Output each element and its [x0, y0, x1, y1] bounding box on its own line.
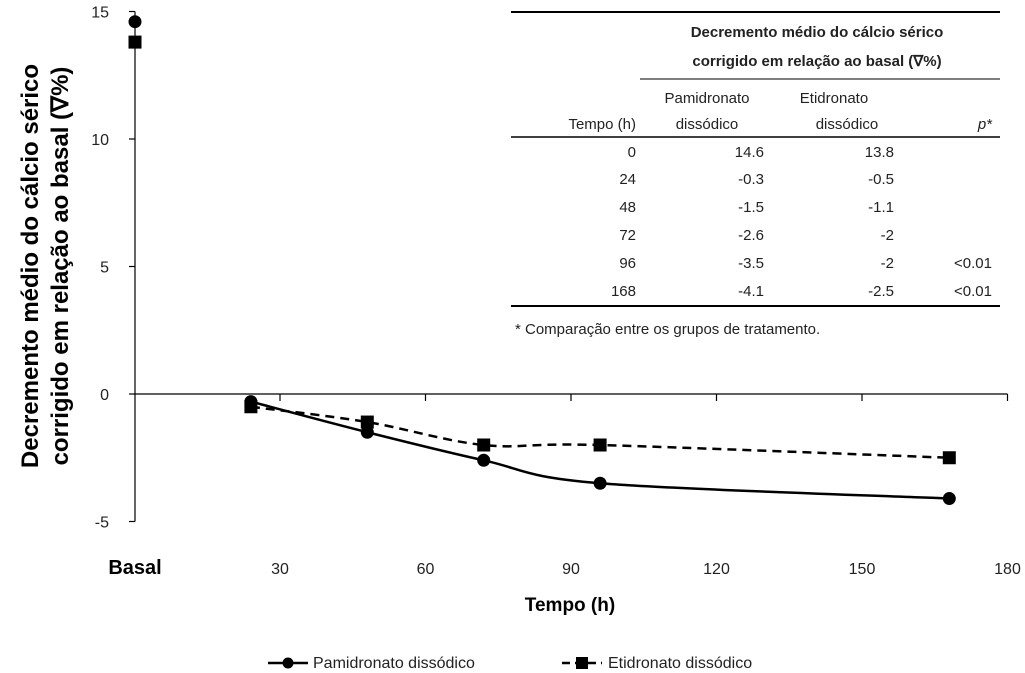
data-point-pamidronato	[477, 453, 491, 467]
table-cell-pamidronato: -0.3	[738, 171, 764, 188]
x-tick-label: 150	[849, 561, 876, 578]
table-cell-etidronato: -2	[881, 255, 894, 272]
table-cell-etidronato: -2.5	[868, 283, 894, 300]
table-cell-time: 168	[611, 283, 636, 300]
data-point-etidronato	[593, 438, 607, 452]
table-cell-time: 0	[628, 144, 636, 161]
table-footnote: * Comparação entre os grupos de tratamen…	[515, 321, 820, 338]
data-point-pamidronato	[942, 492, 956, 506]
x-tick-label: 90	[562, 561, 580, 578]
basal-point-etidronato	[128, 35, 142, 49]
data-point-etidronato	[244, 400, 258, 414]
y-tick-label: 15	[91, 5, 109, 22]
series-line-pamidronato	[250, 400, 950, 500]
table-col-p: p*	[977, 116, 993, 133]
table-cell-pamidronato: -4.1	[738, 283, 764, 300]
y-tick-label: 10	[91, 132, 109, 149]
table-cell-time: 72	[619, 227, 636, 244]
series-etidronato	[128, 35, 956, 465]
x-tick-label: 120	[703, 561, 730, 578]
table-cell-time: 24	[619, 171, 636, 188]
data-point-pamidronato	[360, 425, 374, 439]
table-cell-etidronato: 13.8	[865, 144, 894, 161]
legend-etidronato-marker	[576, 657, 588, 669]
table-cell-pamidronato: 14.6	[735, 144, 764, 161]
axes: -5 0 5 10 15 30 60 90 120 150 180	[91, 5, 1021, 579]
data-point-etidronato	[360, 415, 374, 429]
table-cell-p: <0.01	[954, 255, 992, 272]
table-cell-pamidronato: -2.6	[738, 227, 764, 244]
data-point-etidronato	[477, 438, 491, 452]
table-col-a-line2: dissódico	[676, 116, 739, 133]
x-tick-label: 30	[271, 561, 289, 578]
basal-point-pamidronato	[128, 15, 142, 29]
inset-table: Decremento médio do cálcio sérico corrigi…	[511, 11, 1000, 338]
table-cell-etidronato: -2	[881, 227, 894, 244]
table-col-b-line1: Etidronato	[800, 90, 868, 107]
data-point-pamidronato	[593, 476, 607, 490]
legend: Pamidronato dissódico Etidronato dissódi…	[268, 655, 752, 672]
y-tick-label: -5	[95, 515, 109, 532]
y-axis-title-line2: corrigido em relação ao basal (∇%)	[47, 67, 74, 466]
series-pamidronato	[128, 15, 956, 506]
y-axis-title-line1: Decremento médio do cálcio sérico	[17, 64, 44, 468]
table-cell-p: <0.01	[954, 283, 992, 300]
series-layer	[128, 15, 956, 506]
data-point-etidronato	[942, 451, 956, 465]
table-cell-time: 48	[619, 199, 636, 216]
x-axis-title: Tempo (h)	[525, 595, 615, 616]
legend-pamidronato-marker	[282, 657, 294, 669]
table-cell-pamidronato: -3.5	[738, 255, 764, 272]
x-tick-label: 180	[994, 561, 1021, 578]
table-col-a-line1: Pamidronato	[664, 90, 749, 107]
table-col-time: Tempo (h)	[568, 116, 636, 133]
table-cell-time: 96	[619, 255, 636, 272]
legend-etidronato-label: Etidronato dissódico	[608, 655, 752, 672]
y-tick-label: 5	[100, 260, 109, 277]
series-line-etidronato	[250, 405, 950, 459]
table-cell-etidronato: -0.5	[868, 171, 894, 188]
table-cell-etidronato: -1.1	[868, 199, 894, 216]
y-tick-label: 0	[100, 387, 109, 404]
table-title-line1: Decremento médio do cálcio sérico	[691, 24, 944, 41]
table-cell-pamidronato: -1.5	[738, 199, 764, 216]
basal-label: Basal	[108, 557, 161, 579]
legend-pamidronato-label: Pamidronato dissódico	[313, 655, 475, 672]
x-tick-label: 60	[417, 561, 435, 578]
table-title-line2: corrigido em relação ao basal (∇%)	[692, 53, 941, 70]
table-col-b-line2: dissódico	[816, 116, 879, 133]
